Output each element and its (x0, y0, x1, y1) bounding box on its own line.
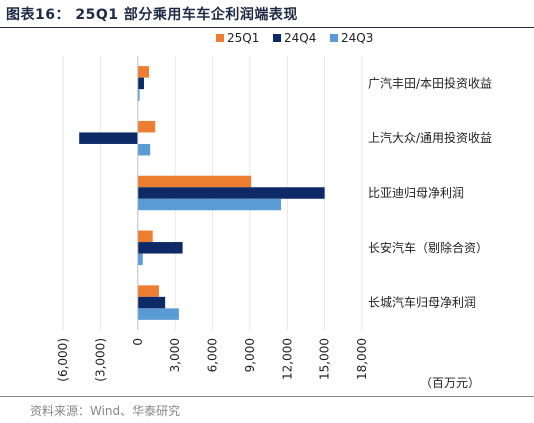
category-label-4: 长城汽车归母净利润 (368, 295, 476, 310)
x-tick-label-8: 18,000 (355, 338, 369, 380)
title-divider (0, 27, 534, 28)
legend-swatch-25q1 (216, 34, 224, 42)
footer-divider (0, 396, 534, 397)
bar-25q1-0 (137, 66, 149, 78)
bar-25q1-3 (137, 230, 153, 243)
legend: 25Q1 24Q4 24Q3 (216, 31, 373, 45)
bar-24q4-2 (137, 187, 325, 199)
x-tick-label-1: (3,000) (93, 338, 107, 382)
category-label-2: 比亚迪归母净利润 (368, 186, 464, 200)
bar-24q4-0 (137, 77, 144, 90)
x-tick-labels: (6,000) (3,000) 0 3,000 6,000 9,000 12,000 15,0… (56, 338, 369, 382)
bar-24q3-3 (137, 253, 143, 266)
legend-swatch-24q3 (330, 34, 338, 42)
bar-25q1-2 (137, 175, 252, 188)
legend-label-24q3: 24Q3 (341, 31, 373, 45)
legend-label-25q1: 25Q1 (227, 31, 259, 45)
bar-24q3-0 (137, 89, 140, 101)
bar-24q4-3 (137, 242, 183, 254)
legend-label-24q4: 24Q4 (284, 31, 316, 45)
category-label-0: 广汽丰田/本田投资收益 (368, 75, 492, 90)
x-tick-label-0: (6,000) (56, 338, 70, 382)
source-note: 资料来源：Wind、华泰研究 (30, 404, 181, 418)
bar-24q3-4 (137, 308, 179, 320)
unit-label: （百万元） (420, 376, 481, 390)
bars (79, 66, 325, 320)
bar-25q1-4 (137, 285, 159, 297)
category-labels: 广汽丰田/本田投资收益上汽大众/通用投资收益比亚迪归母净利润长安汽车（剔除合资）… (368, 75, 492, 309)
legend-swatch-24q4 (273, 34, 281, 42)
x-tick-label-3: 3,000 (168, 338, 182, 372)
category-label-1: 上汽大众/通用投资收益 (368, 130, 492, 145)
bar-25q1-1 (137, 120, 156, 133)
chart-title: 图表16： 25Q1 部分乘用车车企利润端表现 (6, 7, 298, 23)
x-tick-label-6: 12,000 (280, 338, 294, 380)
x-tick-label-4: 6,000 (206, 338, 220, 372)
category-label-3: 长安汽车（剔除合资） (368, 240, 488, 255)
bar-24q4-4 (137, 296, 166, 309)
x-tick-label-2: 0 (131, 338, 145, 346)
bar-24q4-1 (79, 132, 138, 144)
x-tick-label-5: 9,000 (243, 338, 257, 372)
x-tick-label-7: 15,000 (318, 338, 332, 380)
bar-24q3-2 (137, 198, 282, 211)
bar-24q3-1 (137, 143, 151, 156)
